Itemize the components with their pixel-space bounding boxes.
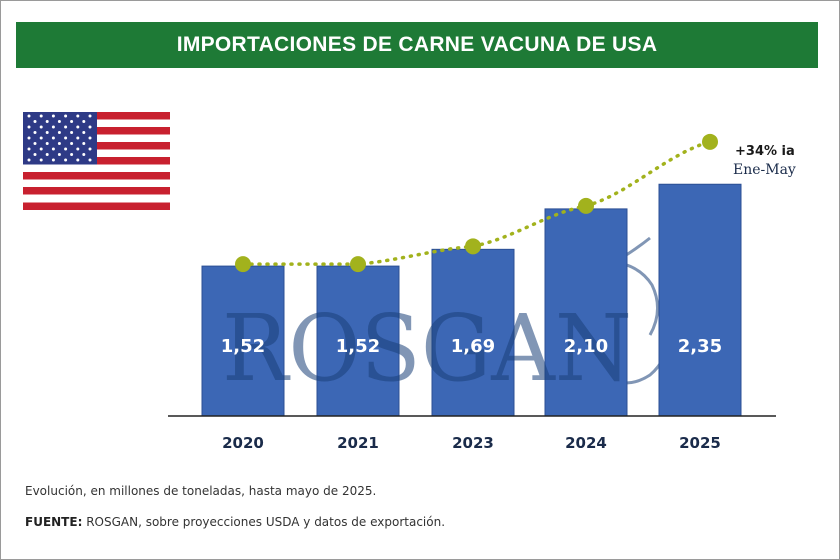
flag-star bbox=[33, 153, 37, 156]
flag-star bbox=[51, 147, 55, 151]
bar-2023 bbox=[431, 248, 515, 417]
flag-star bbox=[51, 125, 55, 129]
flag-star bbox=[76, 125, 80, 129]
flag-star bbox=[88, 114, 92, 118]
x-tick-label: 2023 bbox=[452, 434, 494, 452]
flag-star bbox=[64, 114, 68, 118]
x-tick-label: 2025 bbox=[679, 434, 721, 452]
flag-star bbox=[51, 136, 55, 140]
growth-annotation: +34% ia bbox=[735, 144, 795, 159]
flag-star bbox=[27, 136, 31, 140]
flag-star bbox=[76, 136, 80, 140]
flag-star bbox=[33, 120, 37, 123]
flag-star bbox=[82, 153, 86, 156]
flag-star bbox=[27, 158, 31, 162]
flag-star bbox=[51, 158, 55, 162]
flag-star bbox=[64, 125, 68, 129]
footer-source: FUENTE: ROSGAN, sobre proyecciones USDA … bbox=[25, 515, 445, 529]
footer-note: Evolución, en millones de toneladas, has… bbox=[25, 484, 377, 498]
flag-star bbox=[82, 142, 86, 145]
flag-star bbox=[70, 153, 74, 156]
source-label: FUENTE: bbox=[25, 515, 83, 529]
flag-star bbox=[76, 114, 80, 118]
flag-star bbox=[39, 125, 43, 129]
flag-star bbox=[70, 131, 74, 134]
flag-star bbox=[57, 120, 61, 123]
flag-star bbox=[88, 147, 92, 151]
flag-star bbox=[33, 142, 37, 145]
flag-star bbox=[45, 131, 49, 134]
flag-star bbox=[27, 114, 31, 118]
flag-star bbox=[45, 142, 49, 145]
bar-value-label: 1,69 bbox=[451, 336, 495, 357]
flag-star bbox=[64, 147, 68, 151]
flag-star bbox=[76, 147, 80, 151]
flag-star bbox=[57, 153, 61, 156]
period-annotation: Ene-May bbox=[733, 162, 796, 178]
bar-2021 bbox=[316, 265, 400, 417]
x-tick-label: 2021 bbox=[337, 434, 379, 452]
source-text: ROSGAN, sobre proyecciones USDA y datos … bbox=[82, 515, 446, 529]
trend-point-2020 bbox=[235, 256, 251, 273]
flag-star bbox=[88, 158, 92, 162]
bar-2025 bbox=[658, 183, 742, 417]
flag-star bbox=[39, 114, 43, 118]
bar-value-label: 1,52 bbox=[221, 336, 265, 357]
flag-star bbox=[82, 131, 86, 134]
bar-value-label: 2,10 bbox=[564, 336, 608, 357]
flag-star bbox=[70, 120, 74, 123]
bar-value-label: 2,35 bbox=[678, 336, 722, 357]
flag-star bbox=[57, 131, 61, 134]
flag-star bbox=[39, 147, 43, 151]
flag-star bbox=[39, 136, 43, 140]
trend-point-2024 bbox=[578, 197, 594, 214]
bar-value-label: 1,52 bbox=[336, 336, 380, 357]
bar-2020 bbox=[201, 265, 285, 417]
bar-2024 bbox=[544, 208, 628, 417]
x-tick-label: 2024 bbox=[565, 434, 607, 452]
flag-star bbox=[45, 120, 49, 123]
flag-star bbox=[51, 114, 55, 118]
flag-star bbox=[27, 147, 31, 151]
flag-star bbox=[27, 125, 31, 129]
flag-star bbox=[39, 158, 43, 162]
trend-point-2021 bbox=[350, 256, 366, 273]
flag-star bbox=[57, 142, 61, 145]
flag-star bbox=[82, 120, 86, 123]
flag-star bbox=[88, 136, 92, 140]
flag-star bbox=[64, 158, 68, 162]
flag-star bbox=[45, 153, 49, 156]
trend-point-2023 bbox=[465, 238, 481, 255]
flag-star bbox=[70, 142, 74, 145]
flag-star bbox=[64, 136, 68, 140]
flag-star bbox=[33, 131, 37, 134]
trend-point-2025 bbox=[702, 133, 718, 150]
chart-title: IMPORTACIONES DE CARNE VACUNA DE USA bbox=[16, 22, 818, 68]
usa-flag-icon bbox=[23, 112, 170, 210]
flag-star bbox=[76, 158, 80, 162]
rosgan-watermark: ROSGAN bbox=[222, 295, 632, 402]
flag-star bbox=[88, 125, 92, 129]
x-tick-label: 2020 bbox=[222, 434, 264, 452]
